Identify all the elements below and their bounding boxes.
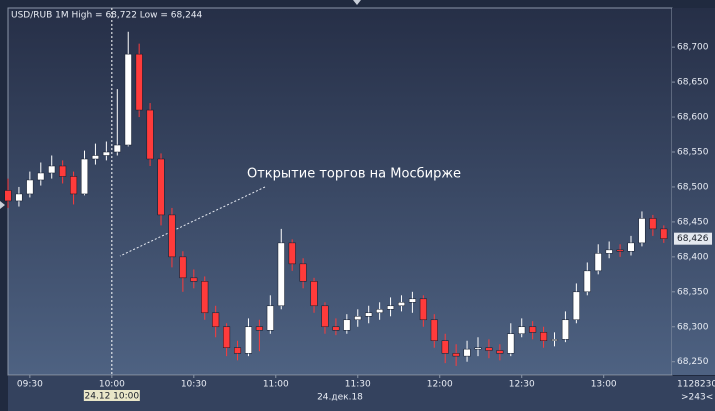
candle-body [365, 312, 373, 317]
candle-body [80, 158, 89, 195]
y-tick-label: 68,350 [677, 287, 709, 297]
candle-body [649, 218, 657, 230]
candle-body [419, 298, 427, 321]
candle-body [332, 326, 340, 331]
candle-body [408, 298, 416, 303]
candle-body [15, 193, 23, 202]
chart-title: USD/RUB 1M High = 68,722 Low = 68,244 [11, 11, 203, 21]
candle-body [59, 165, 67, 177]
x-tick-label: 09:30 [17, 380, 43, 390]
y-tick-label: 68,400 [677, 252, 709, 262]
annotation-pointer [119, 186, 266, 257]
candle-body [255, 326, 263, 331]
candle-body [376, 309, 384, 314]
candle-body [550, 339, 559, 341]
y-tick-label: 68,300 [677, 322, 709, 332]
scroll-handle [0, 201, 5, 209]
x-tick-label: 12:30 [509, 380, 535, 390]
candle-body [70, 176, 78, 195]
candle-body [387, 305, 395, 310]
candle-body [102, 151, 110, 156]
x-tick-label: 13:00 [591, 380, 617, 390]
candle-body [4, 190, 12, 202]
crosshair-label-box [83, 390, 140, 401]
candle-body [321, 305, 329, 328]
candle-body [518, 326, 526, 335]
date-label: 24.дек.18 [317, 393, 363, 403]
candle-body [529, 326, 537, 333]
candle-body [452, 353, 460, 357]
y-tick-label: 68,650 [677, 78, 709, 88]
candle-body [660, 228, 668, 239]
volume-label: 1128230 [677, 380, 715, 390]
candle-body [583, 270, 591, 293]
y-tick-label: 68,500 [677, 182, 709, 192]
candle-body [37, 172, 45, 181]
y-tick-label: 68,450 [677, 217, 709, 227]
candle-body [441, 340, 449, 354]
candle-body [397, 302, 406, 307]
candle-body [26, 179, 34, 195]
candle-body [223, 326, 231, 348]
candle-body [299, 263, 307, 282]
candle-body [572, 291, 580, 321]
candle-body [507, 333, 515, 354]
candle-body [310, 281, 318, 307]
last-price-box [674, 232, 712, 245]
candle-body [146, 109, 154, 160]
y-tick-label: 68,700 [677, 43, 709, 53]
candle-body [244, 326, 252, 354]
candle-body [594, 253, 602, 272]
candle-body [638, 218, 646, 244]
candle-body [485, 347, 493, 351]
price-axis-area [672, 8, 715, 375]
x-tick-label: 11:30 [345, 380, 371, 390]
x-tick-label: 11:00 [263, 380, 289, 390]
candle-body [474, 347, 482, 350]
x-tick-label: 12:00 [427, 380, 453, 390]
candle-body [343, 319, 351, 331]
candle-body [266, 305, 274, 331]
bar-count-label: >243< [681, 393, 713, 403]
x-tick-label: 10:30 [181, 380, 207, 390]
candle-body [48, 165, 56, 174]
candle-body [212, 312, 220, 328]
candle-body [463, 348, 471, 357]
x-tick-label: 10:00 [99, 380, 125, 390]
candle-body [561, 319, 569, 340]
annotation: Открытие торгов на Мосбирже [247, 167, 461, 182]
candle-body [288, 242, 296, 265]
candle-body [616, 249, 624, 252]
candle-body [91, 155, 99, 160]
y-tick-label: 68,250 [677, 357, 709, 367]
candle-body [157, 158, 165, 216]
last-price-label: 68,426 [677, 234, 709, 244]
candle-body [277, 242, 285, 307]
candle-body [135, 53, 143, 111]
candle-body [179, 256, 187, 279]
candle-body [354, 316, 362, 321]
candle-body [540, 332, 548, 341]
candle-body [430, 319, 438, 341]
scroll-handle [353, 0, 361, 5]
candle-body [201, 281, 209, 314]
candle-body [234, 347, 242, 354]
candle-body [124, 53, 132, 146]
candle-body [190, 277, 198, 282]
y-tick-label: 68,550 [677, 148, 709, 158]
plot-area [7, 7, 673, 376]
candle-body [627, 242, 635, 252]
candle-body [113, 144, 121, 153]
candle-body [168, 214, 176, 258]
candle-body [605, 249, 613, 254]
candle-body [496, 350, 504, 354]
crosshair-label: 24.12 10:00 [85, 392, 140, 402]
y-tick-label: 68,600 [677, 113, 709, 123]
